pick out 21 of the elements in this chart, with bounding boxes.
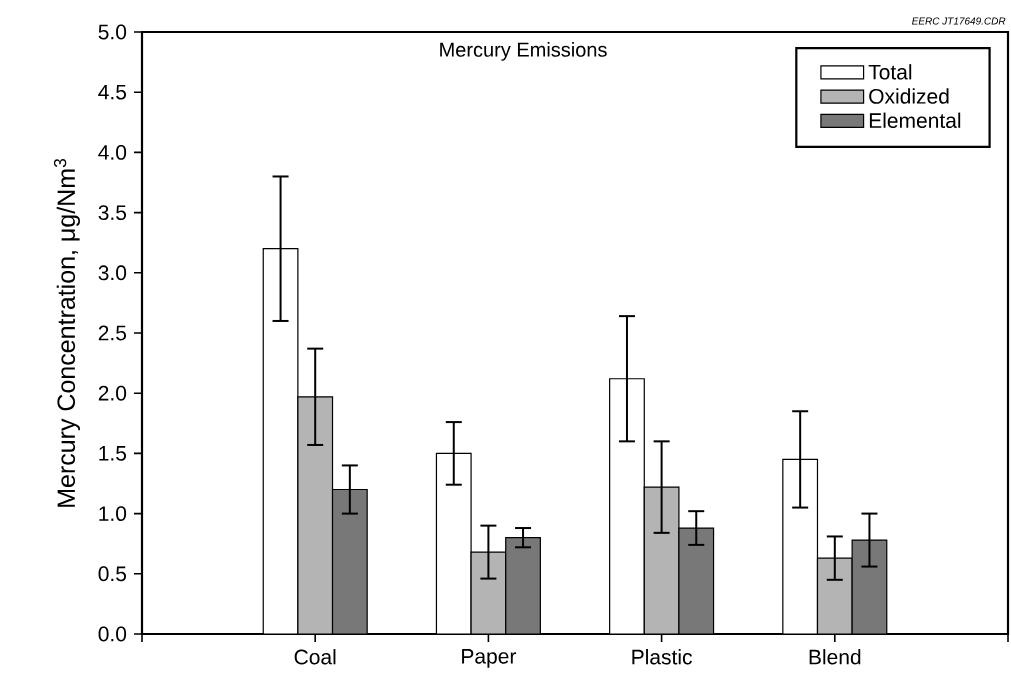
y-axis-title: Mercury Concentration, μg/Nm$^{3}$ (53, 158, 80, 507)
y-tick-label: 0.0 (98, 626, 127, 642)
y-tick-label: 1.5 (99, 446, 127, 461)
y-tick-label: 4.0 (98, 144, 127, 160)
y-tick-label: 1.0 (99, 506, 127, 522)
x-tick-label: Coal (294, 649, 336, 665)
y-tick-label: 3.5 (98, 205, 127, 221)
legend-label: Elemental (869, 112, 961, 129)
text: EERC JT17649.CDR (912, 17, 1006, 25)
y-tick-label: 2.0 (98, 385, 127, 401)
chart-title: Mercury Emissions (440, 42, 607, 61)
y-tick-label: 4.5 (98, 84, 127, 100)
x-tick-label: Blend (809, 649, 861, 665)
y-tick-label: 0.5 (98, 566, 127, 582)
legend-label: Oxidized (869, 88, 949, 104)
y-tick-label: 3.0 (98, 265, 127, 281)
y-tick-label: 5.0 (98, 24, 127, 40)
x-tick-label: Plastic (632, 649, 692, 665)
x-tick-label: Paper (462, 649, 517, 668)
y-tick-label: 2.5 (98, 325, 127, 341)
legend-label: Total (868, 64, 912, 80)
